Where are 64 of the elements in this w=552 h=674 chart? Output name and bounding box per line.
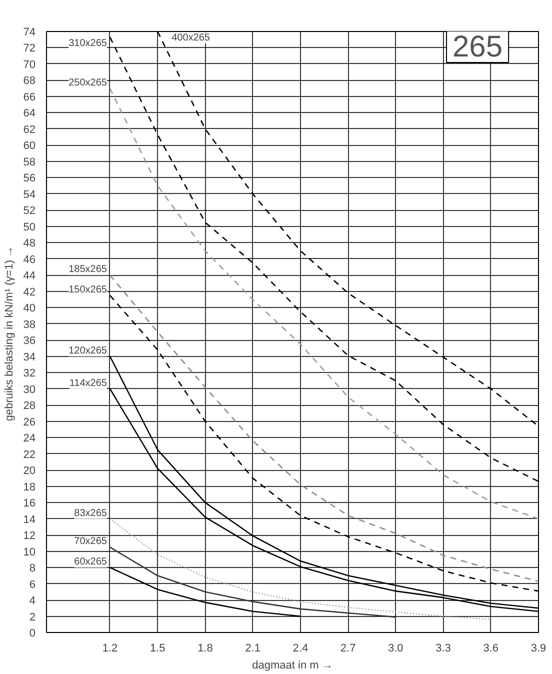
y-tick-label: 48 (23, 238, 36, 250)
y-tick-label: 40 (23, 302, 36, 315)
y-axis-title: gebruiks belasting in kN/m¹ (γ=1) → (3, 246, 16, 422)
y-tick-label: 8 (29, 562, 36, 575)
line-series (109, 88, 538, 520)
y-tick-label: 74 (23, 26, 36, 38)
x-tick-label: 2.1 (245, 642, 260, 654)
y-tick-label: 46 (23, 254, 36, 266)
series-label: 400x265 (172, 32, 210, 44)
y-tick-label: 22 (23, 448, 36, 461)
y-tick-label: 18 (23, 481, 36, 494)
x-tick-label: 2.7 (340, 642, 356, 654)
y-tick-label: 32 (23, 368, 36, 380)
series-label: 60x265 (74, 556, 108, 568)
line-series (109, 546, 396, 618)
y-tick-label: 50 (23, 221, 36, 234)
x-axis-title: dagmaat in m → (252, 660, 333, 672)
y-tick-label: 58 (23, 156, 36, 168)
y-tick-label: 0 (29, 628, 36, 640)
y-tick-label: 56 (23, 172, 36, 185)
x-tick-label: 3.6 (483, 642, 499, 654)
x-tick-label: 2.4 (292, 642, 308, 654)
x-tick-label: 1.2 (102, 642, 118, 654)
y-tick-label: 66 (23, 91, 36, 104)
y-tick-label: 52 (23, 205, 36, 218)
series-label: 185x265 (68, 264, 108, 276)
y-tick-label: 60 (23, 140, 36, 152)
y-tick-label: 10 (23, 546, 36, 558)
y-tick-label: 44 (23, 270, 36, 282)
line-series (109, 518, 492, 620)
y-tick-label: 38 (23, 318, 36, 331)
y-tick-label: 6 (29, 578, 36, 591)
series-label: 250x265 (68, 77, 108, 88)
y-tick-label: 30 (23, 384, 36, 396)
y-tick-label: 24 (23, 432, 36, 445)
series-label: 70x265 (74, 536, 108, 548)
y-tick-label: 16 (23, 498, 36, 510)
annotation: 265 (452, 30, 503, 64)
series-label: 83x265 (74, 508, 108, 519)
x-tick-label: 3.3 (436, 642, 451, 654)
x-tick-label: 3.9 (530, 642, 546, 654)
x-tick-label: 1.5 (150, 642, 166, 654)
y-tick-label: 4 (29, 595, 36, 608)
y-tick-label: 70 (23, 58, 36, 71)
y-tick-label: 2 (29, 611, 36, 624)
y-tick-label: 12 (23, 530, 36, 542)
y-tick-label: 34 (23, 351, 36, 364)
y-tick-label: 42 (23, 286, 36, 298)
y-tick-label: 64 (23, 108, 36, 120)
x-tick-label: 3.0 (388, 642, 404, 654)
y-tick-label: 68 (23, 75, 36, 88)
y-tick-label: 20 (23, 465, 36, 478)
y-tick-label: 26 (23, 416, 36, 428)
series-label: 114x265 (69, 378, 108, 389)
y-tick-label: 36 (23, 335, 36, 348)
series-label: 120x265 (68, 345, 108, 356)
series-label: 150x265 (68, 284, 108, 296)
x-tick-label: 1.8 (198, 642, 213, 654)
y-tick-label: 14 (23, 514, 36, 526)
y-tick-label: 28 (23, 400, 36, 412)
y-tick-label: 54 (23, 188, 36, 201)
y-tick-label: 62 (23, 124, 36, 136)
y-tick-label: 72 (23, 42, 36, 55)
series-label: 310x265 (68, 38, 108, 50)
